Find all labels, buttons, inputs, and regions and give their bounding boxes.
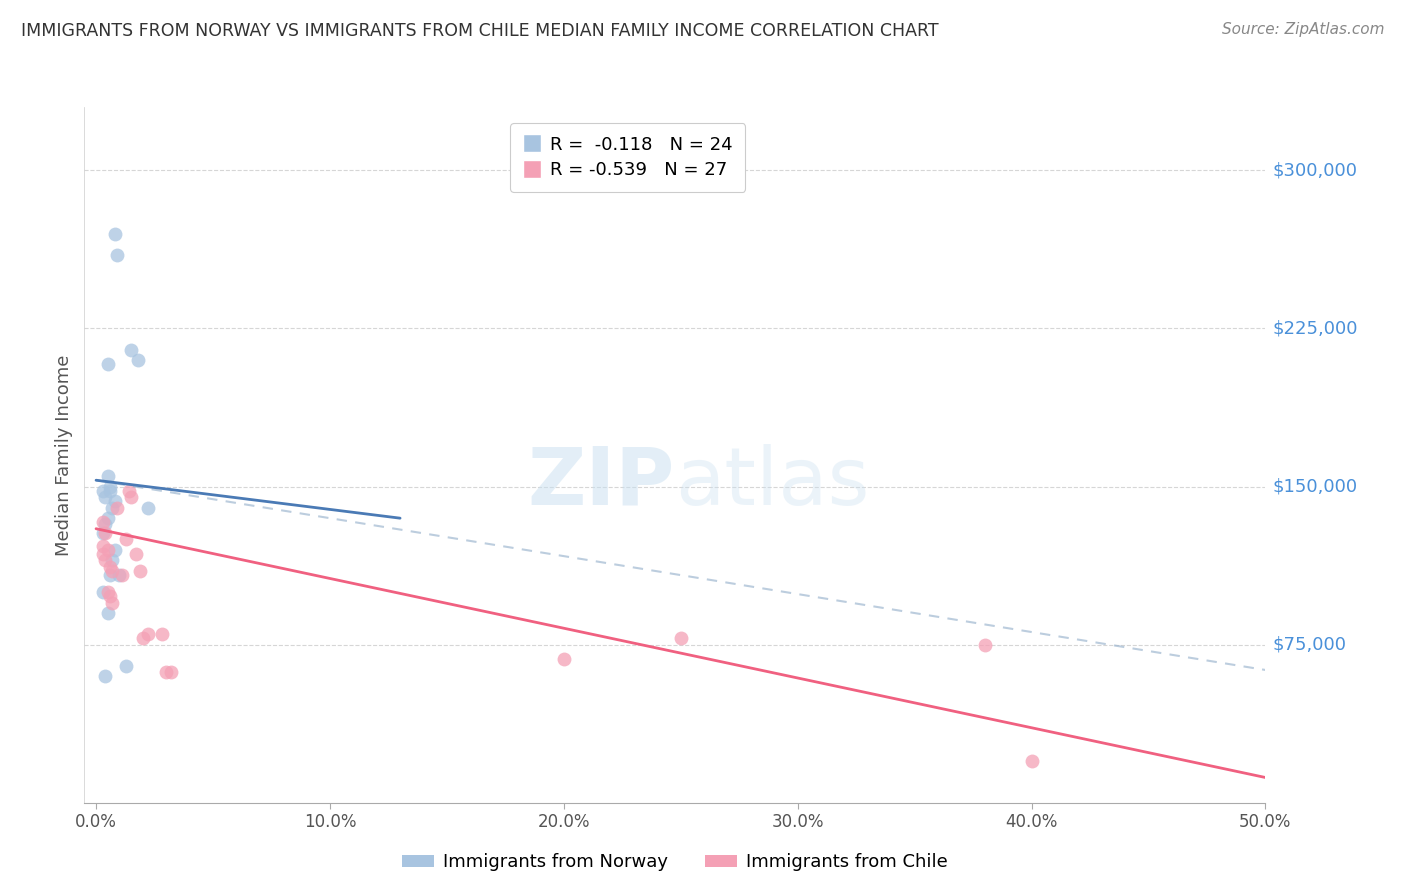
Point bbox=[97, 511, 120, 525]
Point bbox=[1021, 754, 1043, 768]
Point bbox=[155, 665, 177, 679]
Point bbox=[97, 542, 120, 557]
Point bbox=[669, 632, 692, 646]
Point bbox=[553, 652, 575, 666]
Text: Source: ZipAtlas.com: Source: ZipAtlas.com bbox=[1222, 22, 1385, 37]
Point bbox=[97, 585, 120, 599]
Point bbox=[98, 559, 121, 574]
Point bbox=[115, 533, 138, 547]
Point bbox=[120, 343, 142, 357]
Y-axis label: Median Family Income: Median Family Income bbox=[55, 354, 73, 556]
Point bbox=[94, 669, 117, 683]
Point bbox=[973, 638, 995, 652]
Point bbox=[94, 517, 117, 532]
Point bbox=[105, 247, 128, 261]
Point bbox=[97, 469, 120, 483]
Point bbox=[94, 490, 117, 504]
Point bbox=[136, 627, 159, 641]
Text: $300,000: $300,000 bbox=[1272, 161, 1357, 179]
Point bbox=[91, 525, 114, 540]
Point bbox=[111, 568, 134, 582]
Point bbox=[98, 568, 121, 582]
Point bbox=[101, 553, 124, 567]
Point bbox=[136, 500, 159, 515]
Point bbox=[91, 483, 114, 498]
Point bbox=[97, 357, 120, 371]
Point bbox=[98, 589, 121, 603]
Legend: Immigrants from Norway, Immigrants from Chile: Immigrants from Norway, Immigrants from … bbox=[395, 847, 955, 879]
Text: $225,000: $225,000 bbox=[1272, 319, 1358, 337]
Point bbox=[160, 665, 183, 679]
Point bbox=[132, 632, 155, 646]
Point bbox=[97, 606, 120, 620]
Point bbox=[101, 500, 124, 515]
Legend: R =  -0.118   N = 24, R = -0.539   N = 27: R = -0.118 N = 24, R = -0.539 N = 27 bbox=[510, 123, 745, 192]
Point bbox=[125, 547, 148, 561]
Point bbox=[127, 353, 149, 368]
Point bbox=[105, 500, 128, 515]
Point bbox=[91, 516, 114, 530]
Point bbox=[98, 479, 121, 493]
Point bbox=[104, 542, 127, 557]
Point bbox=[108, 568, 131, 582]
Point bbox=[101, 595, 124, 609]
Point bbox=[118, 483, 141, 498]
Point bbox=[129, 564, 152, 578]
Point bbox=[94, 553, 117, 567]
Point bbox=[115, 658, 138, 673]
Point bbox=[94, 525, 117, 540]
Text: atlas: atlas bbox=[675, 443, 869, 522]
Point bbox=[120, 490, 142, 504]
Point bbox=[98, 483, 121, 498]
Point bbox=[104, 494, 127, 508]
Point bbox=[91, 585, 114, 599]
Point bbox=[91, 539, 114, 553]
Point bbox=[91, 547, 114, 561]
Text: IMMIGRANTS FROM NORWAY VS IMMIGRANTS FROM CHILE MEDIAN FAMILY INCOME CORRELATION: IMMIGRANTS FROM NORWAY VS IMMIGRANTS FRO… bbox=[21, 22, 939, 40]
Text: ZIP: ZIP bbox=[527, 443, 675, 522]
Text: $75,000: $75,000 bbox=[1272, 636, 1347, 654]
Point bbox=[150, 627, 173, 641]
Text: $150,000: $150,000 bbox=[1272, 477, 1358, 496]
Point bbox=[104, 227, 127, 241]
Point bbox=[101, 564, 124, 578]
